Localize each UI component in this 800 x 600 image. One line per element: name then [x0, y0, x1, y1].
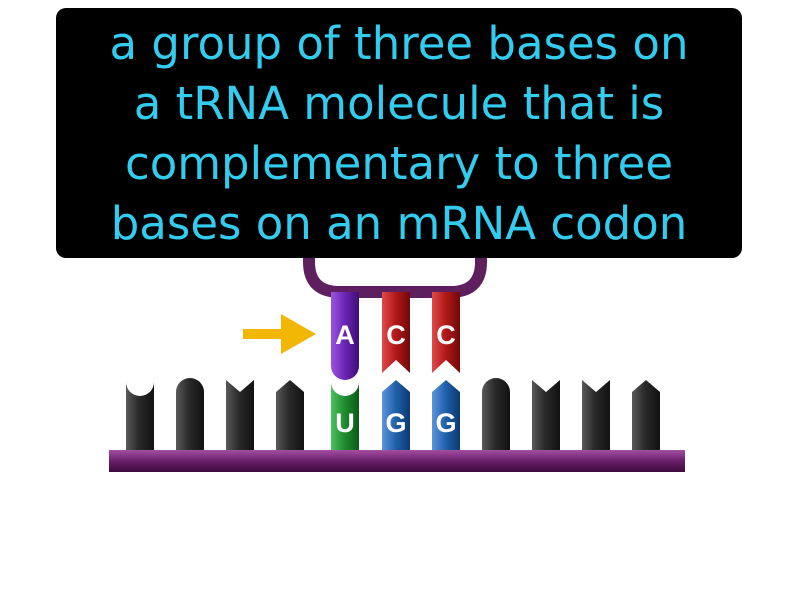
codon-letter-3: G: [435, 408, 456, 438]
mrna-backbone: [109, 450, 685, 472]
mrna-base-4: [276, 380, 304, 452]
definition-line-2: a tRNA molecule that is: [133, 77, 665, 130]
anticodon-letter-3: C: [436, 320, 456, 350]
anticodon-base-2: C: [382, 292, 410, 373]
definition-line-4: bases on an mRNA codon: [110, 197, 688, 250]
codon-letter-2: G: [385, 408, 406, 438]
right-arrow-icon: [243, 314, 316, 354]
mrna-base-7: [582, 380, 610, 452]
codon-base-3: G: [432, 380, 460, 452]
codon-letter-1: U: [335, 408, 355, 438]
mrna-base-8: [632, 380, 660, 452]
anticodon-base-1: A: [331, 292, 359, 380]
codon-base-2: G: [382, 380, 410, 452]
codon-base-1: U: [331, 382, 359, 452]
definition-line-3: complementary to three: [124, 137, 674, 190]
definition-line-1: a group of three bases on: [109, 17, 689, 70]
anticodon-letter-2: C: [386, 320, 406, 350]
anticodon-base-3: C: [432, 292, 460, 373]
anticodon-letter-1: A: [335, 320, 355, 350]
mrna-base-5: [482, 378, 510, 452]
mrna-base-3: [226, 380, 254, 452]
mrna-base-1: [126, 382, 154, 452]
mrna-base-2: [176, 378, 204, 452]
definition-box: a group of three bases on a tRNA molecul…: [56, 8, 742, 258]
mrna-base-6: [532, 380, 560, 452]
